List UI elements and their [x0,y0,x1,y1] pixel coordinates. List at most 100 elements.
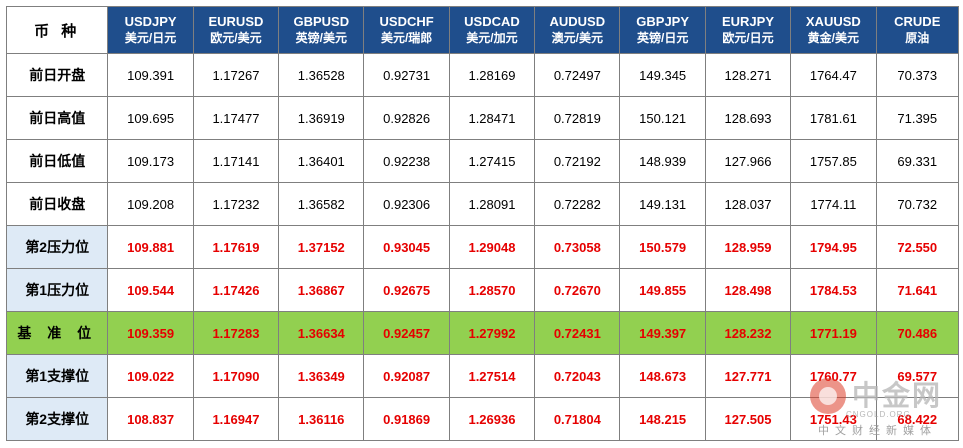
row-label: 基 准 位 [5,311,109,355]
table-cell: 1757.85 [790,139,877,183]
table-cell: 1751.43 [790,397,877,441]
table-cell: 149.855 [619,268,706,312]
table-cell: 1.17090 [192,354,280,398]
table-cell: 69.577 [875,354,960,398]
symbol-name: 英镑/日元 [636,31,689,45]
table-cell: 1.36582 [278,182,365,226]
symbol-name: 欧元/日元 [722,31,774,45]
column-header: USDJPY 美元/日元 [107,6,194,54]
table-cell: 127.771 [704,354,792,398]
table-cell: 108.837 [107,397,194,441]
table-row: 基 准 位 109.359 1.17283 1.36634 0.92457 1.… [5,311,960,355]
table-cell: 1.17141 [192,139,280,183]
table-cell: 69.331 [875,139,960,183]
symbol-code: CRUDE [894,14,941,29]
table-cell: 148.673 [619,354,706,398]
table-cell: 148.215 [619,397,706,441]
symbol-code: GBPUSD [293,14,350,29]
table-cell: 109.881 [107,225,194,269]
table-cell: 1.27415 [448,139,536,183]
table-cell: 109.695 [107,96,194,140]
table-cell: 0.92826 [363,96,450,140]
row-label: 第2压力位 [5,225,109,269]
table-cell: 1774.11 [790,182,877,226]
table-cell: 0.71804 [534,397,621,441]
table-cell: 128.271 [704,53,792,97]
table-cell: 68.422 [875,397,960,441]
table-cell: 1760.77 [790,354,877,398]
table-cell: 109.544 [107,268,194,312]
column-header: USDCAD 美元/加元 [448,6,536,54]
symbol-code: USDCHF [379,14,434,29]
symbol-name: 原油 [905,31,930,45]
table-cell: 1771.19 [790,311,877,355]
table-cell: 127.505 [704,397,792,441]
table-cell: 1794.95 [790,225,877,269]
row-label: 前日开盘 [5,53,109,97]
table-cell: 0.93045 [363,225,450,269]
symbol-code: AUDUSD [549,14,606,29]
column-header: USDCHF 美元/瑞郎 [363,6,450,54]
table-cell: 1.36116 [278,397,365,441]
table-cell: 0.72819 [534,96,621,140]
table-row: 第2压力位 109.881 1.17619 1.37152 0.93045 1.… [5,225,960,269]
symbol-name: 澳元/美元 [551,31,603,45]
table-row: 前日低值 109.173 1.17141 1.36401 0.92238 1.2… [5,139,960,183]
symbol-code: XAUUSD [805,14,861,29]
table-cell: 1.37152 [278,225,365,269]
table-cell: 1.17267 [192,53,280,97]
table-cell: 109.208 [107,182,194,226]
table-cell: 0.72192 [534,139,621,183]
table-cell: 70.486 [875,311,960,355]
table-cell: 148.939 [619,139,706,183]
table-cell: 149.397 [619,311,706,355]
column-header: EURUSD 欧元/美元 [192,6,280,54]
row-label: 第1支撑位 [5,354,109,398]
table-cell: 1.27514 [448,354,536,398]
symbol-name: 美元/日元 [124,31,177,45]
column-header: XAUUSD 黄金/美元 [790,6,877,54]
table-cell: 1.29048 [448,225,536,269]
table-row: 前日收盘 109.208 1.17232 1.36582 0.92306 1.2… [5,182,960,226]
table-cell: 128.037 [704,182,792,226]
table-cell: 1.28169 [448,53,536,97]
table-cell: 1.28570 [448,268,536,312]
table-cell: 127.966 [704,139,792,183]
pivot-levels-table: 币 种 USDJPY 美元/日元 EURUSD 欧元/美元 GBPUSD 英镑/美元 … [5,6,960,441]
column-header: CRUDE 原油 [875,6,960,54]
table-row: 第1支撑位 109.022 1.17090 1.36349 0.92087 1.… [5,354,960,398]
table-cell: 1784.53 [790,268,877,312]
row-label: 前日高值 [5,96,109,140]
header-row: 币 种 USDJPY 美元/日元 EURUSD 欧元/美元 GBPUSD 英镑/美元 … [5,6,960,54]
column-header: AUDUSD 澳元/美元 [534,6,621,54]
table-cell: 1.36528 [278,53,365,97]
table-row: 前日高值 109.695 1.17477 1.36919 0.92826 1.2… [5,96,960,140]
column-header: GBPJPY 英镑/日元 [619,6,706,54]
column-header: EURJPY 欧元/日元 [704,6,792,54]
table-cell: 71.641 [875,268,960,312]
table-cell: 150.579 [619,225,706,269]
table-cell: 1.26936 [448,397,536,441]
table-cell: 128.232 [704,311,792,355]
table-cell: 0.72431 [534,311,621,355]
symbol-code: USDCAD [464,14,520,29]
table-cell: 1764.47 [790,53,877,97]
table-cell: 0.92457 [363,311,450,355]
symbol-name: 黄金/美元 [807,31,860,45]
table-cell: 71.395 [875,96,960,140]
symbol-name: 英镑/美元 [295,31,347,45]
table-cell: 0.73058 [534,225,621,269]
table-cell: 109.359 [107,311,194,355]
table-cell: 1.17232 [192,182,280,226]
row-label: 第1压力位 [5,268,109,312]
table-cell: 0.92087 [363,354,450,398]
table-cell: 1.27992 [448,311,536,355]
table-cell: 109.391 [107,53,194,97]
table-cell: 0.92306 [363,182,450,226]
symbol-name: 美元/瑞郎 [380,31,433,45]
symbol-code: GBPJPY [636,14,690,29]
table-cell: 0.92675 [363,268,450,312]
table-row: 第2支撑位 108.837 1.16947 1.36116 0.91869 1.… [5,397,960,441]
symbol-code: USDJPY [124,14,177,29]
